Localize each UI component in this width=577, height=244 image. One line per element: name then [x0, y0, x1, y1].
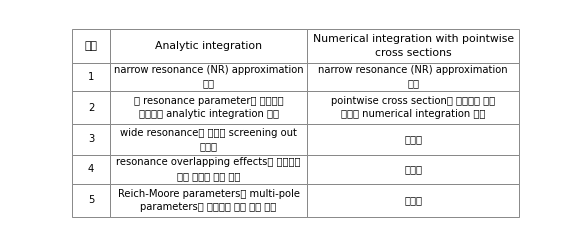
Text: 불필요: 불필요 — [404, 164, 422, 174]
Bar — [72, 63, 110, 91]
Text: 3: 3 — [88, 134, 94, 144]
Text: 2: 2 — [88, 102, 94, 112]
Text: 1: 1 — [88, 72, 94, 82]
Bar — [110, 29, 307, 63]
Text: 항목: 항목 — [85, 41, 98, 51]
Bar — [72, 154, 110, 184]
Bar — [72, 124, 110, 154]
Text: Numerical integration with pointwise
cross sections: Numerical integration with pointwise cro… — [313, 34, 514, 58]
Bar — [307, 184, 519, 217]
Text: 5: 5 — [88, 195, 94, 205]
Bar — [72, 91, 110, 124]
Bar — [307, 29, 519, 63]
Text: narrow resonance (NR) approximation
사용: narrow resonance (NR) approximation 사용 — [114, 65, 304, 89]
Text: 불필요: 불필요 — [404, 195, 422, 205]
Text: pointwise cross section을 사용하여 이를
그대로 numerical integration 수행: pointwise cross section을 사용하여 이를 그대로 num… — [331, 96, 495, 119]
Bar — [72, 184, 110, 217]
Bar — [307, 63, 519, 91]
Text: Analytic integration: Analytic integration — [155, 41, 262, 51]
Text: wide resonance에 대해서 screening out
해야함: wide resonance에 대해서 screening out 해야함 — [120, 128, 297, 151]
Bar — [110, 154, 307, 184]
Bar — [307, 91, 519, 124]
Bar — [110, 124, 307, 154]
Text: resonance overlapping effects를 고려하기
위한 복잡한 과정 필요: resonance overlapping effects를 고려하기 위한 복… — [116, 157, 301, 181]
Text: narrow resonance (NR) approximation
사용: narrow resonance (NR) approximation 사용 — [319, 65, 508, 89]
Bar — [72, 29, 110, 63]
Bar — [307, 124, 519, 154]
Text: Reich-Moore parameters를 multi-pole
parameters로 변환하기 위한 과정 필요: Reich-Moore parameters를 multi-pole param… — [118, 189, 299, 212]
Text: 4: 4 — [88, 164, 94, 174]
Text: 각 resonance parameter를 사용하여
수식으로 analytic integration 수행: 각 resonance parameter를 사용하여 수식으로 analyti… — [134, 96, 283, 119]
Bar — [110, 184, 307, 217]
Bar — [307, 154, 519, 184]
Bar — [110, 91, 307, 124]
Bar — [110, 63, 307, 91]
Text: 불필요: 불필요 — [404, 134, 422, 144]
